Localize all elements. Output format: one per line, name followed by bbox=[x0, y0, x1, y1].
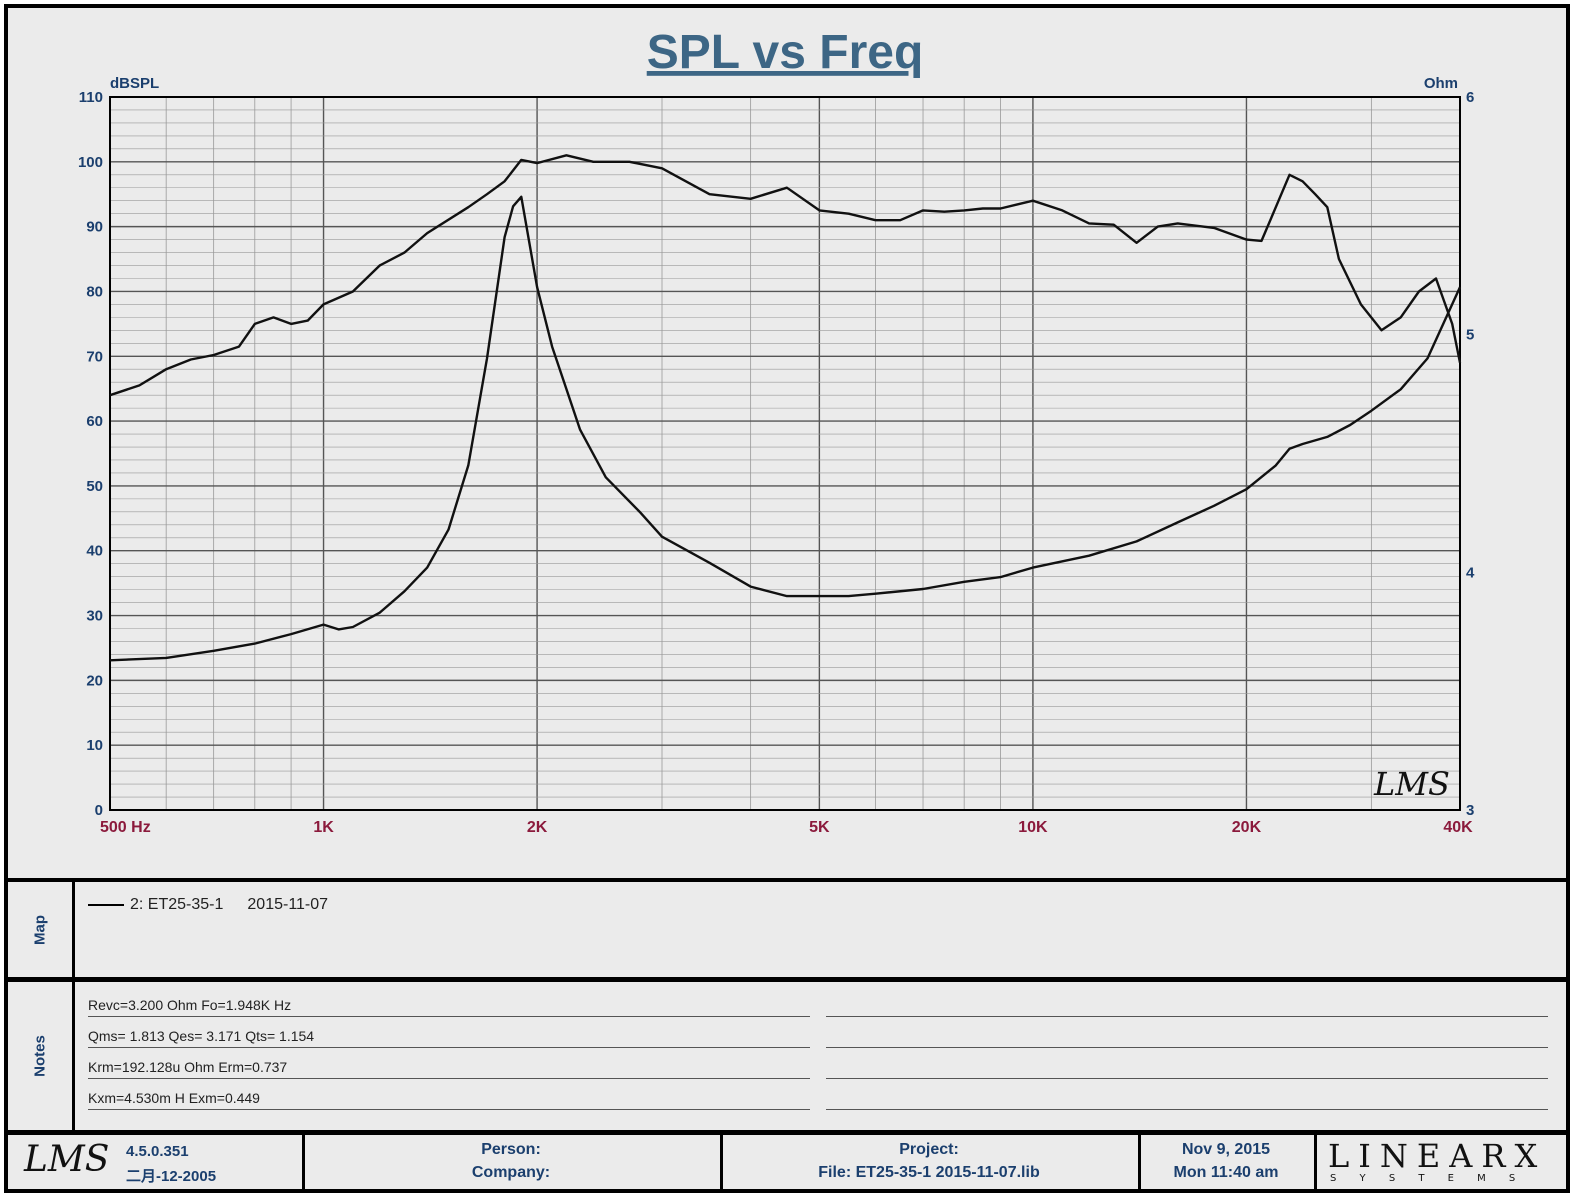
notes-panel: Notes Revc=3.200 Ohm Fo=1.948K Hz Qms= 1… bbox=[4, 978, 1570, 1134]
y-right-tick-label: 3 bbox=[1466, 802, 1474, 819]
note-line-empty bbox=[826, 1083, 1548, 1110]
legend-swatch bbox=[88, 904, 124, 906]
y-left-tick-label: 40 bbox=[86, 543, 103, 560]
file-text: File: ET25-35-1 2015-11-07.lib bbox=[818, 1164, 1040, 1181]
footer-date-cell: Nov 9, 2015 Mon 11:40 am bbox=[1138, 1135, 1317, 1189]
legend-name: 2: ET25-35-1 bbox=[130, 896, 224, 913]
notes-side-label: Notes bbox=[8, 982, 75, 1130]
y-left-tick-label: 90 bbox=[86, 219, 103, 236]
footer: LMS 4.5.0.351 二月-12-2005 Person: Company… bbox=[4, 1131, 1570, 1193]
y-right-tick-label: 4 bbox=[1466, 564, 1475, 581]
ticks: 0 10 20 30 40 50 60 70 80 90 100 110 3 4 5 6 500 Hz 1K 2K 5… bbox=[78, 89, 1475, 836]
footer-project-cell: Project: File: ET25-35-1 2015-11-07.lib bbox=[720, 1135, 1141, 1189]
footer-person-cell: Person: Company: bbox=[302, 1135, 723, 1189]
note-line: Qms= 1.813 Qes= 3.171 Qts= 1.154 bbox=[88, 1021, 810, 1048]
linearx-logo: LINEARX bbox=[1328, 1137, 1547, 1175]
impedance-curve bbox=[109, 195, 1462, 662]
project-label: Project: bbox=[899, 1141, 959, 1158]
y-right-tick-label: 6 bbox=[1466, 89, 1474, 106]
y-left-tick-label: 0 bbox=[95, 802, 103, 819]
build-date-text: 二月-12-2005 bbox=[126, 1168, 217, 1185]
x-tick-label: 10K bbox=[1018, 819, 1048, 836]
footer-logo: LMS bbox=[24, 1139, 110, 1180]
lms-watermark: LMS bbox=[1373, 765, 1450, 803]
chart-title: SPL vs Freq bbox=[647, 26, 924, 79]
y-left-tick-label: 60 bbox=[86, 413, 103, 430]
note-line: Krm=192.128u Ohm Erm=0.737 bbox=[88, 1052, 810, 1079]
note-line-empty bbox=[826, 990, 1548, 1017]
y-left-tick-label: 80 bbox=[86, 283, 103, 300]
linearx-subtitle: S Y S T E M S bbox=[1330, 1173, 1526, 1184]
note-line-empty bbox=[826, 1052, 1548, 1079]
legend-entry: 2: ET25-35-1 2015-11-07 bbox=[88, 896, 328, 914]
note-line: Revc=3.200 Ohm Fo=1.948K Hz bbox=[88, 990, 810, 1017]
y-left-tick-label: 110 bbox=[79, 89, 103, 106]
x-tick-label: 5K bbox=[809, 819, 830, 836]
y-right-unit: Ohm bbox=[1424, 75, 1458, 92]
spl-curve bbox=[109, 154, 1462, 397]
x-tick-label: 500 Hz bbox=[100, 819, 151, 836]
y-left-tick-label: 50 bbox=[86, 478, 103, 495]
footer-brand-cell: LINEARX S Y S T E M S bbox=[1314, 1135, 1566, 1189]
x-tick-label: 1K bbox=[313, 819, 334, 836]
legend-date: 2015-11-07 bbox=[247, 896, 329, 913]
y-left-tick-label: 30 bbox=[86, 608, 103, 625]
version-text: 4.5.0.351 bbox=[126, 1143, 189, 1160]
y-left-tick-label: 70 bbox=[86, 348, 103, 365]
map-side-label: Map bbox=[8, 882, 75, 977]
time-text: Mon 11:40 am bbox=[1173, 1164, 1279, 1181]
grid bbox=[110, 97, 1460, 810]
map-panel: Map 2: ET25-35-1 2015-11-07 bbox=[4, 878, 1570, 981]
curves bbox=[109, 154, 1462, 662]
footer-version-cell: LMS 4.5.0.351 二月-12-2005 bbox=[8, 1135, 305, 1189]
plot-area bbox=[109, 96, 1461, 811]
y-left-unit: dBSPL bbox=[110, 75, 159, 92]
note-line: Kxm=4.530m H Exm=0.449 bbox=[88, 1083, 810, 1110]
x-tick-label: 20K bbox=[1232, 819, 1262, 836]
y-right-tick-label: 5 bbox=[1466, 327, 1474, 344]
person-label: Person: bbox=[481, 1141, 541, 1158]
chart: SPL vs Freq dBSPL Ohm 0 10 20 30 40 50 60 70 80 9… bbox=[78, 26, 1475, 836]
y-left-tick-label: 100 bbox=[78, 154, 103, 171]
date-text: Nov 9, 2015 bbox=[1181, 1141, 1271, 1158]
x-tick-label: 2K bbox=[527, 819, 548, 836]
company-label: Company: bbox=[471, 1164, 551, 1181]
y-left-tick-label: 10 bbox=[86, 737, 103, 754]
x-tick-label: 40K bbox=[1443, 819, 1473, 836]
note-line-empty bbox=[826, 1021, 1548, 1048]
y-left-tick-label: 20 bbox=[86, 672, 103, 689]
